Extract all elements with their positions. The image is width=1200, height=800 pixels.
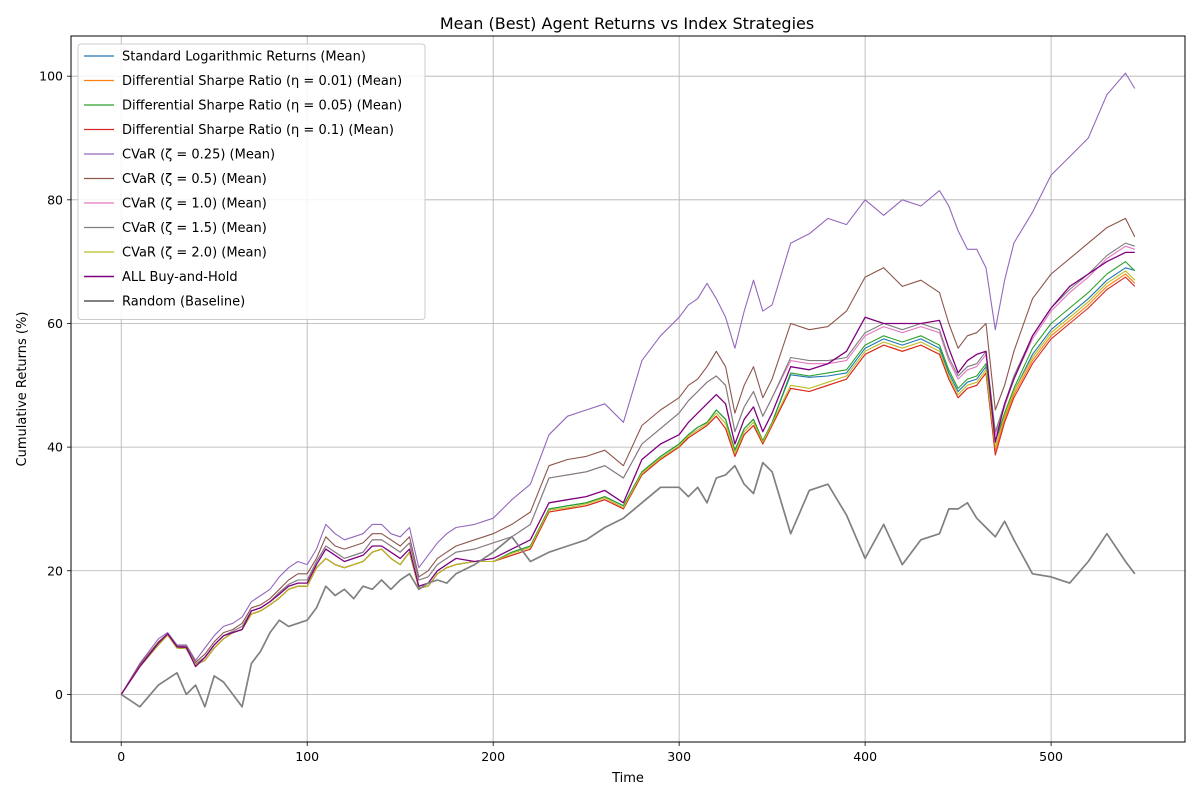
series-line-standard-logarithmic-returns-mean	[120, 267, 1135, 695]
legend-entry: CVaR (ζ = 2.0) (Mean)	[122, 246, 267, 261]
legend-entry: Standard Logarithmic Returns (Mean)	[122, 50, 366, 65]
x-axis-label: Time	[611, 771, 644, 786]
legend-box	[77, 43, 426, 320]
x-tick-label: 200	[481, 749, 505, 764]
y-tick-label: 100	[39, 69, 63, 84]
series-line-differential-sharpe-ratio-0-1-mean	[120, 276, 1136, 695]
axis-ticks: 0 100 200 300 400 500 0 20 40 60 80 100	[39, 69, 1063, 764]
legend-entry: CVaR (ζ = 0.5) (Mean)	[122, 172, 267, 187]
legend-entry: Random (Baseline)	[122, 295, 245, 310]
x-tick-label: 500	[1039, 749, 1063, 764]
x-tick-label: 100	[295, 749, 319, 764]
y-tick-label: 20	[47, 563, 63, 578]
x-tick-label: 0	[117, 749, 125, 764]
y-axis-label: Cumulative Returns (%)	[15, 312, 30, 467]
series-line-differential-sharpe-ratio-0-01-mean	[120, 273, 1136, 695]
y-tick-label: 0	[55, 687, 63, 702]
x-tick-label: 400	[853, 749, 877, 764]
series-line-cvar-0-25-mean	[120, 72, 1136, 695]
x-tick-label: 300	[667, 749, 691, 764]
legend: Standard Logarithmic Returns (Mean) Diffe…	[77, 43, 426, 320]
legend-entry: CVaR (ζ = 1.5) (Mean)	[122, 221, 267, 236]
legend-entry: CVaR (ζ = 1.0) (Mean)	[122, 197, 267, 212]
legend-entry: Differential Sharpe Ratio (η = 0.05) (Me…	[122, 99, 402, 114]
legend-entry: Differential Sharpe Ratio (η = 0.01) (Me…	[122, 74, 402, 89]
legend-entry: CVaR (ζ = 0.25) (Mean)	[122, 148, 275, 163]
legend-entry: Differential Sharpe Ratio (η = 0.1) (Mea…	[122, 123, 394, 138]
legend-entry: ALL Buy-and-Hold	[122, 270, 238, 285]
series-line-all-buy-and-hold	[120, 251, 1135, 695]
series-line-random-baseline	[120, 461, 1136, 708]
series-line-cvar-0-5-mean	[120, 217, 1136, 695]
plot-frame	[70, 35, 1186, 743]
y-tick-label: 40	[47, 440, 63, 455]
chart-title: Mean (Best) Agent Returns vs Index Strat…	[440, 14, 814, 33]
y-tick-label: 80	[47, 192, 63, 207]
series-line-cvar-2-0-mean	[120, 270, 1136, 695]
series-lines	[120, 72, 1136, 708]
y-tick-label: 60	[47, 316, 63, 331]
